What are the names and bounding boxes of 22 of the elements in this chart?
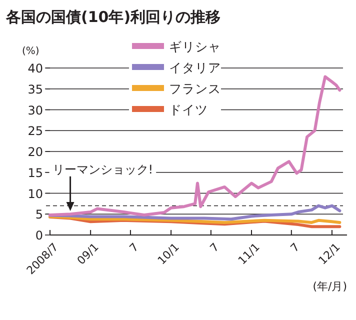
x-tick-label: 7 <box>208 240 222 255</box>
legend-label: フランス <box>169 81 221 96</box>
y-axis-title: (%) <box>22 46 40 57</box>
legend-label: ギリシャ <box>169 39 221 54</box>
y-tick-label: 30 <box>28 103 43 118</box>
y-tick-label: 40 <box>28 62 43 76</box>
y-tick-label: 35 <box>28 82 43 96</box>
annotation: リーマンショック! <box>52 162 154 176</box>
legend-label: ドイツ <box>169 102 208 117</box>
chart-title: 各国の国債(10年)利回りの推移 <box>5 8 221 26</box>
y-tick-label: 5 <box>35 208 43 222</box>
x-axis-title: (年/月) <box>312 280 347 293</box>
x-tick-label: 7 <box>288 240 302 255</box>
y-tick-label: 10 <box>28 186 43 201</box>
legend-label: イタリア <box>169 60 221 75</box>
y-tick-label: 15 <box>28 166 43 180</box>
line-series <box>48 204 342 221</box>
x-tick-label: 7 <box>127 240 142 255</box>
y-tick-label: 25 <box>28 124 43 138</box>
y-tick-label: 0 <box>35 228 43 242</box>
line-series <box>48 75 342 216</box>
y-tick-label: 20 <box>28 145 43 159</box>
